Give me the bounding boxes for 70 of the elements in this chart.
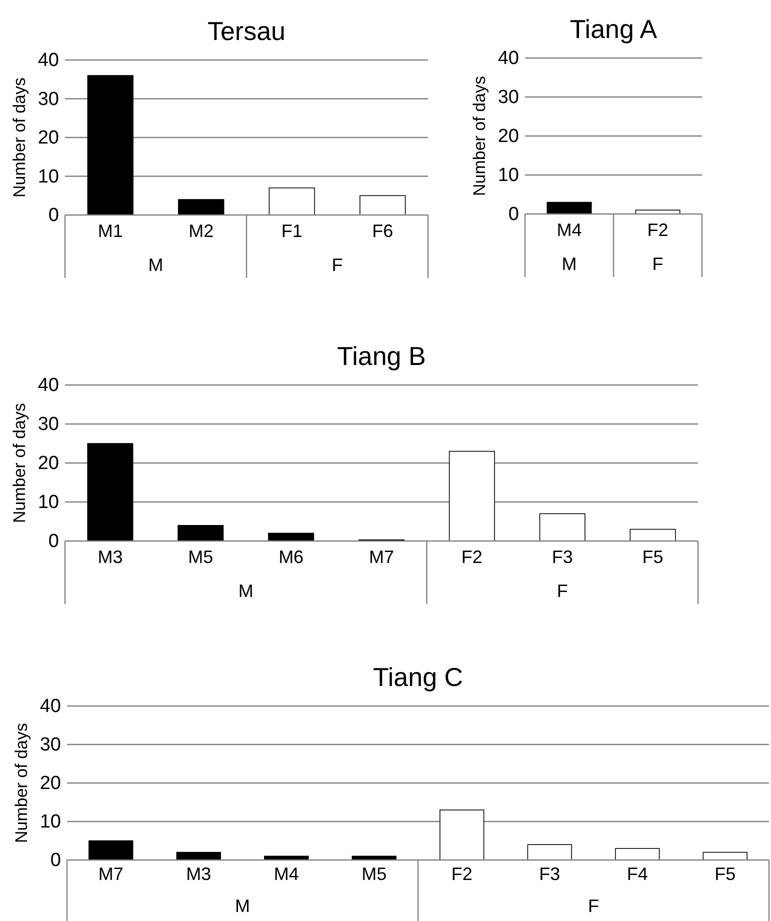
y-tick-label: 40 (38, 375, 59, 396)
chart-title: Tiang C (372, 662, 464, 692)
x-tick-label: F3 (539, 864, 560, 884)
bar (615, 848, 660, 860)
bar (268, 187, 315, 216)
x-tick-label: M3 (186, 864, 212, 884)
text: F (556, 581, 568, 601)
x-tick-label: F2 (461, 547, 482, 567)
y-tick-label: 40 (40, 696, 61, 718)
x-tick-label: F2 (451, 864, 472, 884)
text: M (148, 255, 164, 275)
y-axis-title: Number of days (470, 76, 489, 196)
y-tick-label: 10 (40, 812, 61, 833)
y-tick-label: 30 (38, 88, 59, 110)
x-tick-label: M4 (274, 864, 299, 884)
text: F (652, 254, 664, 274)
text: F (588, 896, 599, 916)
chart-title: Tersau (207, 16, 286, 46)
text: F (332, 255, 343, 275)
y-tick-label: 0 (508, 204, 519, 226)
x-tick-label: M1 (98, 221, 123, 241)
x-tick-label: F5 (714, 864, 736, 884)
y-tick-label: 20 (40, 773, 61, 794)
x-tick-label: M7 (98, 864, 124, 884)
x-tick-label: F5 (642, 547, 664, 567)
text: M (235, 896, 250, 916)
text: M (238, 581, 254, 601)
y-axis-title: Number of days (10, 78, 29, 198)
bar (178, 199, 224, 216)
bar (630, 528, 676, 542)
x-tick-label: M4 (556, 220, 582, 240)
x-tick-label: M6 (278, 547, 304, 567)
y-tick-label: 0 (48, 205, 59, 226)
y-tick-label: 10 (38, 492, 59, 514)
y-tick-label: 40 (498, 48, 519, 70)
chart-title: Tiang B (337, 341, 426, 371)
x-tick-label: F1 (281, 221, 302, 241)
x-tick-label: F6 (372, 221, 394, 241)
bar (360, 195, 406, 216)
x-tick-label: M3 (98, 547, 123, 567)
y-tick-label: 30 (498, 87, 519, 108)
y-tick-label: 40 (38, 50, 59, 72)
y-axis-title: Number of days (10, 403, 29, 523)
x-tick-label: F2 (647, 220, 668, 240)
y-tick-label: 20 (498, 126, 519, 148)
bar (88, 840, 134, 860)
y-tick-label: 30 (40, 734, 61, 756)
bar (87, 443, 134, 542)
y-tick-label: 0 (48, 531, 59, 552)
bar (178, 525, 224, 542)
chart-title: Tiang A (570, 14, 658, 44)
bar (527, 844, 572, 860)
bar (448, 450, 495, 542)
y-tick-label: 10 (498, 165, 519, 186)
bar (539, 513, 586, 542)
bar (440, 810, 484, 860)
y-tick-label: 20 (38, 453, 59, 474)
y-axis-title: Number of days (12, 723, 31, 843)
y-tick-label: 10 (38, 166, 59, 188)
x-tick-label: M5 (188, 547, 214, 567)
bar (87, 75, 134, 216)
x-tick-label: M5 (362, 864, 387, 884)
text: M (562, 254, 577, 274)
y-tick-label: 0 (50, 850, 61, 872)
y-tick-label: 20 (38, 128, 59, 149)
x-tick-label: M7 (368, 547, 394, 567)
y-tick-label: 30 (38, 414, 59, 436)
x-tick-label: F4 (626, 864, 648, 884)
x-tick-label: M2 (188, 221, 214, 241)
x-tick-label: F3 (552, 547, 573, 567)
